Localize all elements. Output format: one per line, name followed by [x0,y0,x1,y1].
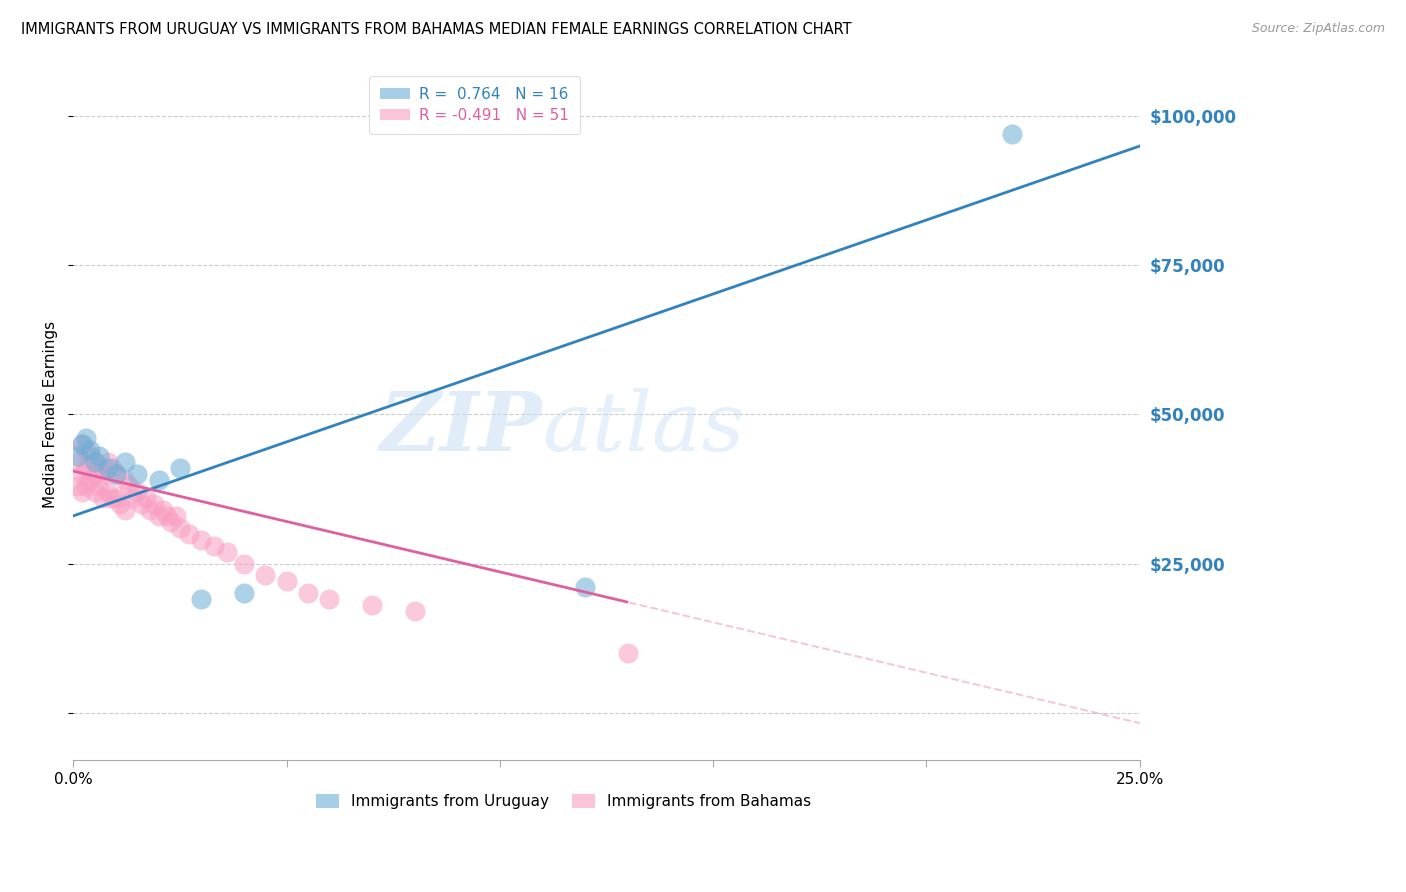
Y-axis label: Median Female Earnings: Median Female Earnings [44,321,58,508]
Text: atlas: atlas [543,388,745,468]
Point [79,443,101,458]
Point [91,491,114,505]
Point [87,479,110,493]
Point [91,467,114,481]
Point [361,599,384,613]
Point [96,455,118,469]
Point [114,503,136,517]
Point [70,485,93,500]
Point [160,515,183,529]
Point [105,467,128,481]
Point [233,586,256,600]
Point [87,461,110,475]
Point [75,431,97,445]
Point [105,491,128,505]
Point [114,473,136,487]
Point [87,449,110,463]
Point [1001,127,1024,141]
Point [70,437,93,451]
Point [83,485,105,500]
Point [110,497,132,511]
Point [148,508,170,523]
Point [114,455,136,469]
Point [404,604,426,618]
Point [127,485,149,500]
Point [165,508,187,523]
Text: IMMIGRANTS FROM URUGUAY VS IMMIGRANTS FROM BAHAMAS MEDIAN FEMALE EARNINGS CORREL: IMMIGRANTS FROM URUGUAY VS IMMIGRANTS FR… [21,22,852,37]
Point [75,443,97,458]
Point [101,461,124,475]
Point [83,455,105,469]
Point [122,491,145,505]
Point [127,467,149,481]
Point [70,437,93,451]
Point [254,568,277,582]
Point [75,461,97,475]
Point [96,485,118,500]
Text: Source: ZipAtlas.com: Source: ZipAtlas.com [1251,22,1385,36]
Point [143,497,166,511]
Point [156,508,179,523]
Point [70,467,93,481]
Point [169,521,191,535]
Point [190,533,212,547]
Point [215,544,238,558]
Point [79,449,101,463]
Point [139,503,162,517]
Point [66,449,89,463]
Point [297,586,319,600]
Point [118,479,141,493]
Point [75,479,97,493]
Point [101,491,124,505]
Point [574,581,596,595]
Point [276,574,298,589]
Point [617,646,640,660]
Point [169,461,191,475]
Point [96,461,118,475]
Point [152,503,174,517]
Point [83,455,105,469]
Legend: Immigrants from Uruguay, Immigrants from Bahamas: Immigrants from Uruguay, Immigrants from… [311,788,818,815]
Point [190,592,212,607]
Point [148,473,170,487]
Point [233,557,256,571]
Point [202,539,225,553]
Point [131,497,153,511]
Text: ZIP: ZIP [380,388,543,468]
Point [83,467,105,481]
Point [135,491,157,505]
Point [79,473,101,487]
Point [66,455,89,469]
Point [177,526,200,541]
Point [318,592,340,607]
Point [105,467,128,481]
Point [66,479,89,493]
